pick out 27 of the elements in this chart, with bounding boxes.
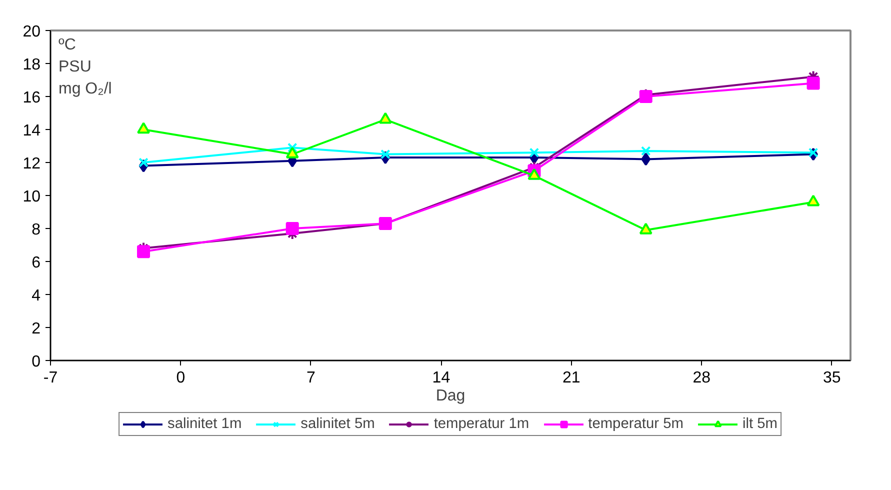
- x-tick-label: 28: [692, 370, 711, 386]
- annotation: mg O₂/l: [58, 80, 112, 98]
- x-tick-label: -7: [43, 370, 58, 386]
- x-tick-label: 35: [822, 370, 841, 386]
- legend-label: salinitet 5m: [300, 416, 375, 432]
- annotation: PSU: [58, 58, 92, 76]
- legend-label: ilt 5m: [742, 416, 778, 432]
- legend-label: temperatur 5m: [588, 416, 684, 432]
- y-tick-label: 2: [32, 320, 41, 338]
- y-tick-label: 20: [22, 24, 41, 40]
- y-tick-label: 0: [32, 354, 41, 370]
- x-tick-label: 14: [432, 370, 450, 386]
- y-tick-label: 12: [22, 156, 41, 172]
- y-tick-label: 10: [22, 188, 41, 206]
- x-tick-label: 0: [176, 370, 186, 386]
- legend-label: temperatur 1m: [434, 416, 530, 432]
- annotation: ºC: [58, 36, 76, 54]
- x-tick-label: 21: [562, 370, 580, 386]
- y-tick-label: 14: [22, 122, 41, 140]
- y-tick-label: 4: [32, 288, 41, 304]
- x-axis-title: Dag: [436, 388, 466, 404]
- y-tick-label: 18: [22, 56, 41, 74]
- x-tick-label: 7: [306, 370, 316, 386]
- y-tick-label: 8: [32, 222, 41, 238]
- legend-label: salinitet 1m: [168, 416, 242, 432]
- y-tick-label: 6: [32, 254, 41, 272]
- y-tick-label: 16: [22, 90, 41, 106]
